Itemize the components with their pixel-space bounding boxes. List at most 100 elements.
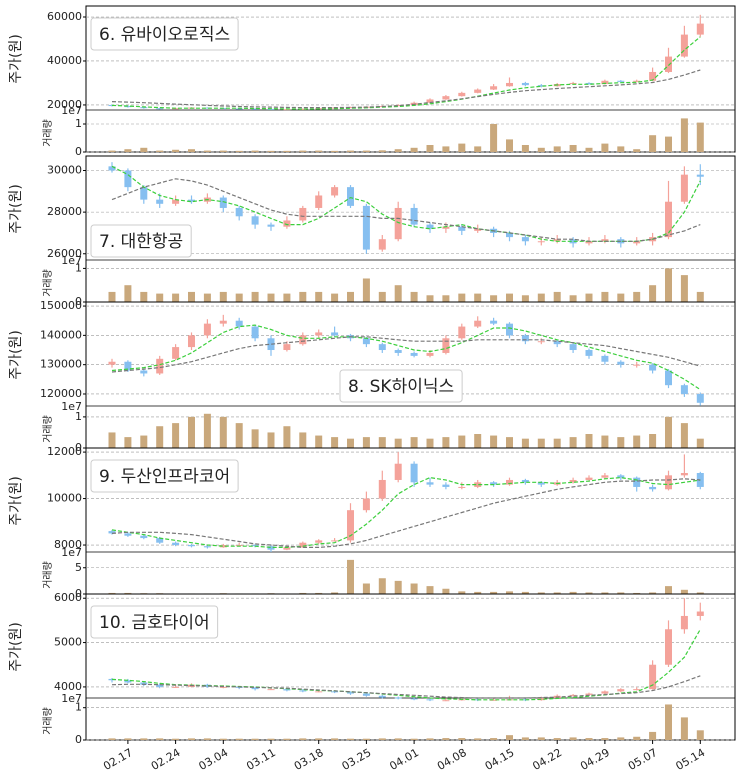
volume-bar	[680, 118, 688, 152]
volume-bar	[665, 586, 672, 594]
volume-bar	[203, 150, 211, 152]
volume-axis-label: 거래량	[42, 269, 54, 297]
volume-bar	[394, 149, 402, 152]
volume-bar	[267, 432, 275, 448]
volume-bar	[251, 738, 259, 740]
volume-bar	[458, 738, 466, 740]
candle-body	[521, 82, 529, 86]
x-tick-label: 03.25	[340, 746, 374, 773]
candle-body	[378, 695, 386, 698]
panel-title: 8. SK하이닉스	[348, 377, 454, 397]
candle-body	[172, 199, 180, 204]
volume-bar	[426, 145, 434, 152]
candle-body	[156, 108, 164, 110]
candle-body	[521, 335, 529, 342]
volume-bar	[140, 291, 148, 302]
volume-bar	[585, 434, 593, 448]
candle-body	[537, 241, 545, 243]
candle-body	[156, 538, 164, 543]
x-tick-label: 04.22	[530, 746, 564, 773]
volume-bar	[172, 293, 180, 302]
candle-body	[585, 241, 593, 244]
candle-body	[203, 684, 211, 687]
candle-body	[649, 664, 657, 690]
candle-body	[569, 239, 577, 244]
moving-average	[111, 36, 701, 110]
x-tick-label: 04.29	[578, 746, 612, 773]
candle-body	[124, 533, 132, 536]
candle-body	[235, 207, 243, 217]
candle-body	[569, 479, 577, 483]
title-box: 10. 금호타이어	[90, 605, 219, 639]
volume-bar	[442, 437, 450, 448]
candle-body	[347, 510, 354, 541]
volume-bar	[633, 291, 641, 302]
candle-body	[203, 323, 211, 336]
candle-body	[283, 547, 291, 550]
title-box: 7. 대한항공	[90, 224, 192, 258]
candle-body	[633, 689, 641, 691]
candle-body	[124, 680, 132, 683]
title-frame	[90, 605, 219, 639]
candle-body	[378, 239, 386, 250]
volume-bar	[410, 583, 418, 594]
volume-bar	[585, 147, 593, 152]
volume-bar	[124, 437, 132, 448]
y-tick-label: 28000	[47, 205, 82, 218]
volume-bar	[426, 295, 434, 302]
volume-bar	[537, 438, 545, 448]
y-tick-label: 30000	[47, 163, 82, 176]
volume-bar	[601, 291, 609, 302]
candle-body	[124, 361, 132, 371]
volume-bar	[521, 295, 529, 302]
volume-bar	[649, 135, 657, 152]
candle-body	[140, 370, 148, 374]
volume-bar	[299, 150, 307, 152]
candle-body	[394, 697, 402, 699]
volume-bar	[474, 146, 482, 152]
candle-body	[506, 82, 513, 87]
candle-body	[474, 89, 482, 93]
moving-average	[111, 478, 701, 549]
candle-body	[458, 486, 466, 488]
y-axis-label: 주가(원)	[8, 184, 24, 234]
volume-bar	[235, 738, 243, 740]
volume-bar	[378, 150, 386, 152]
candle-body	[188, 199, 195, 202]
candle-body	[633, 241, 641, 244]
candle-body	[267, 224, 275, 227]
candle-body	[235, 320, 243, 327]
volume-bar	[680, 275, 688, 302]
volume-tick-label: 0	[75, 295, 82, 308]
volume-bar	[569, 591, 577, 594]
title-box: 6. 유바이오로직스	[90, 17, 239, 51]
candle-body	[283, 689, 291, 691]
volume-bar	[696, 122, 704, 152]
volume-bar	[235, 423, 243, 448]
volume-bar	[426, 738, 434, 740]
candle-body	[203, 546, 211, 548]
volume-bar	[124, 149, 132, 152]
panel-title: 9. 두산인프라코어	[99, 467, 230, 487]
candle-body	[696, 393, 704, 403]
volume-bar	[633, 149, 641, 152]
volume-bar	[140, 147, 148, 152]
y-tick-label: 4000	[54, 680, 82, 693]
x-tick-label: 03.11	[244, 746, 278, 773]
candle-body	[219, 320, 227, 324]
candle-body	[267, 108, 275, 110]
volume-bar	[362, 738, 370, 740]
volume-bar	[521, 145, 529, 152]
volume-offset: 1e7	[61, 104, 82, 117]
volume-bar	[696, 291, 704, 302]
candle-body	[219, 197, 227, 208]
volume-tick-label: 0	[75, 733, 82, 746]
volume-bar	[331, 738, 339, 740]
title-box: 8. SK하이닉스	[339, 369, 463, 403]
y-tick-label: 20000	[47, 98, 82, 111]
y-tick-label: 120000	[40, 387, 82, 400]
volume-bar	[235, 150, 243, 152]
volume-bar	[617, 437, 625, 448]
candle-body	[251, 108, 259, 110]
